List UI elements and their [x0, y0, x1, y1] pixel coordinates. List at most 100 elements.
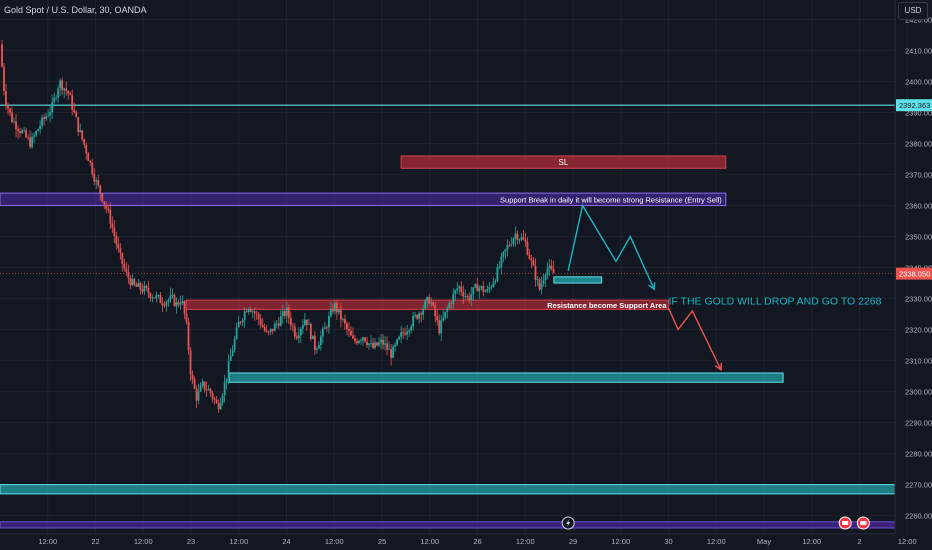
candle-body [552, 268, 555, 274]
support-break-box [0, 192, 727, 207]
time-tick-label: May [757, 537, 771, 546]
candle-body [362, 337, 364, 341]
candle-body [133, 279, 136, 285]
candle-body [109, 209, 112, 224]
candle-body [480, 286, 483, 288]
candle-body [488, 287, 491, 290]
candle-body [456, 288, 459, 291]
candle-body [360, 340, 362, 342]
annotation-text: IF THE GOLD WILL DROP AND GO TO 2268 [669, 296, 882, 308]
candle-body [93, 174, 96, 182]
time-tick-label: 12:00 [38, 537, 57, 546]
candle-body [3, 66, 5, 92]
candle-body [181, 301, 184, 304]
candle-body [103, 201, 106, 205]
candle-body [195, 388, 198, 401]
candle-body [424, 300, 427, 309]
time-tick-label: 25 [378, 537, 386, 546]
candle-body [309, 324, 312, 339]
candle-body [448, 303, 451, 309]
candle-body [432, 302, 435, 306]
candle-body [528, 254, 531, 259]
candle-body [89, 160, 92, 163]
candle-body [458, 286, 461, 289]
time-tick-label: 12:00 [802, 537, 821, 546]
candle-body [279, 316, 282, 326]
candle-body [346, 323, 348, 329]
candle-body [255, 313, 258, 315]
candle-body [368, 343, 370, 346]
price-tick-label: 2280.000 [905, 450, 932, 459]
candle-body [15, 121, 17, 130]
candle-body [151, 297, 154, 299]
candle-body [452, 294, 455, 304]
candle-body [446, 308, 449, 312]
candle-body [265, 330, 268, 332]
candle-body [227, 360, 230, 379]
candle-body [416, 314, 419, 319]
price-tick-label: 2330.000 [905, 295, 932, 304]
candle-body [267, 331, 270, 333]
candle-body [352, 335, 354, 339]
currency-button[interactable]: USD [898, 2, 928, 20]
symbol-title: Gold Spot / U.S. Dollar, 30, OANDA [4, 5, 147, 15]
candle-body [253, 311, 256, 314]
candle-body [41, 117, 44, 126]
time-tick-label: 12:00 [325, 537, 344, 546]
zone-labels: SL Support Break in daily it will become … [500, 158, 882, 310]
candle-body [496, 267, 499, 281]
candle-body [512, 238, 515, 245]
candle-body [315, 348, 318, 350]
candle-body [97, 180, 100, 186]
candle-body [107, 208, 110, 210]
candle-body [536, 279, 539, 281]
candle-body [163, 305, 166, 307]
price-tick-label: 2420.000 [905, 16, 932, 25]
candle-body [77, 117, 80, 132]
candle-body [398, 336, 400, 340]
candle-body [386, 343, 388, 350]
candle-body [193, 379, 196, 389]
candle-body [402, 332, 405, 334]
candle-body [520, 237, 523, 240]
flag-glyph [842, 521, 849, 525]
candle-body [470, 294, 473, 301]
candle-body [153, 297, 156, 299]
candle-body [213, 398, 216, 400]
candle-body [522, 237, 525, 240]
candle-body [414, 314, 417, 317]
candle-body [305, 319, 308, 325]
current-price-tag: 2338.050 [899, 270, 930, 279]
candle-body [332, 308, 334, 312]
candle-body [338, 309, 340, 313]
candle-body [127, 271, 130, 279]
candle-body [454, 290, 457, 295]
candle-body [207, 389, 210, 391]
candle-body [366, 341, 368, 346]
projection-paths [567, 203, 723, 372]
candle-body [390, 349, 392, 358]
candle-body [516, 233, 519, 241]
candle-body [313, 335, 316, 350]
candle-body [336, 303, 338, 313]
candle-body [185, 313, 188, 322]
candle-body [243, 311, 246, 321]
candle-body [101, 193, 104, 202]
candle-body [510, 244, 513, 246]
candle-body [45, 116, 48, 119]
current-price-tag-bg [896, 267, 932, 280]
horizontal-lines [0, 104, 895, 274]
candle-body [149, 293, 152, 299]
candles [1, 39, 555, 413]
candle-body [444, 311, 447, 318]
candle-body [372, 342, 374, 348]
candle-body [245, 311, 248, 313]
candle-body [125, 268, 128, 272]
candle-body [113, 227, 116, 236]
candle-body [474, 284, 477, 288]
candle-body [307, 324, 310, 325]
candle-body [105, 204, 108, 209]
candle-body [201, 381, 204, 386]
candle-body [303, 319, 306, 326]
